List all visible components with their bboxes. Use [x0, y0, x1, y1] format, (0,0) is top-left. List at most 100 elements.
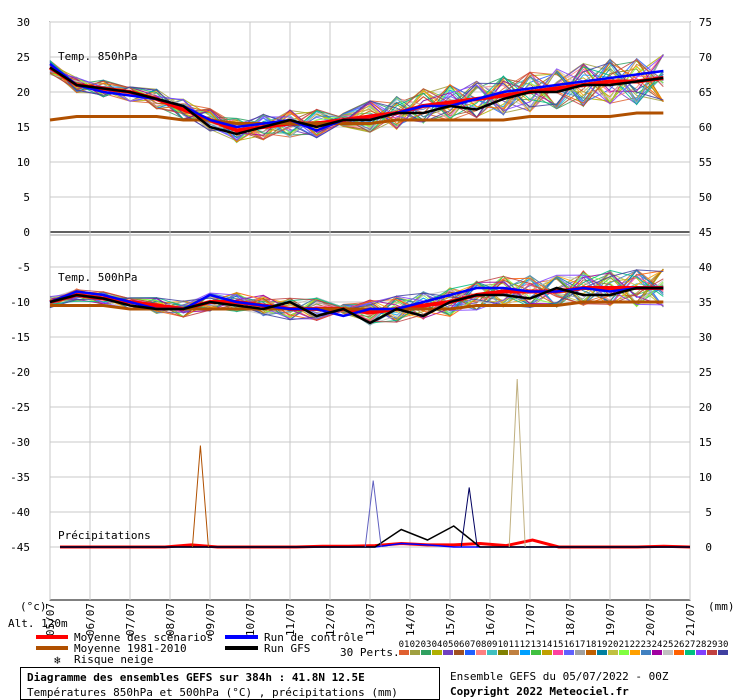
pert-swatch — [575, 650, 585, 655]
y-unit-right: (mm) — [708, 600, 735, 613]
pert-number: 06 — [454, 640, 465, 650]
x-tick: 05/07 — [44, 603, 57, 636]
y-tick-right: 50 — [699, 191, 712, 204]
pert-number: 15 — [553, 640, 564, 650]
precip-label: Précipitations — [58, 529, 151, 542]
y-tick-right: 0 — [705, 541, 712, 554]
pert-swatch — [652, 650, 662, 655]
pert-number: 27 — [685, 640, 696, 650]
copyright: Copyright 2022 Meteociel.fr — [450, 685, 629, 698]
pert-swatch — [432, 650, 442, 655]
y-tick-left: 20 — [17, 86, 30, 99]
perturbation-line-850 — [49, 62, 664, 139]
perturbation-line-850 — [49, 65, 664, 141]
legend-label-perts: 30 Perts. — [340, 646, 400, 659]
pert-number: 30 — [718, 640, 729, 650]
t850-label: Temp. 850hPa — [58, 50, 137, 63]
pert-number: 25 — [663, 640, 674, 650]
y-tick-left: -30 — [10, 436, 30, 449]
legend-label-gfs: Run GFS — [264, 642, 310, 655]
y-tick-right: 75 — [699, 16, 712, 29]
pert-swatch — [509, 650, 519, 655]
y-tick-right: 45 — [699, 226, 712, 239]
pert-swatch — [696, 650, 706, 655]
pert-number: 19 — [597, 640, 608, 650]
pert-number: 01 — [399, 640, 410, 650]
x-tick: 14/07 — [404, 603, 417, 636]
y-tick-right: 55 — [699, 156, 712, 169]
pert-number: 10 — [498, 640, 509, 650]
chart-title: Diagramme des ensembles GEFS sur 384h : … — [27, 671, 365, 684]
pert-swatch — [707, 650, 717, 655]
y-unit-left: (°c) — [20, 600, 47, 613]
pert-swatch — [553, 650, 563, 655]
pert-swatch — [399, 650, 409, 655]
pert-number: 20 — [608, 640, 619, 650]
y-tick-right: 40 — [699, 261, 712, 274]
x-tick: 20/07 — [644, 603, 657, 636]
pert-swatch — [476, 650, 486, 655]
pert-number: 04 — [432, 640, 443, 650]
x-tick: 11/07 — [284, 603, 297, 636]
pert-swatch — [641, 650, 651, 655]
series-climate-850 — [49, 111, 664, 125]
perturbation-line-500 — [49, 269, 664, 321]
y-tick-left: 25 — [17, 51, 30, 64]
y-tick-right: 30 — [699, 331, 712, 344]
x-tick: 16/07 — [484, 603, 497, 636]
pert-number: 13 — [531, 640, 542, 650]
snow-icon: ❄ — [54, 654, 61, 667]
pert-number: 24 — [652, 640, 663, 650]
footer-title-box: Diagramme des ensembles GEFS sur 384h : … — [20, 667, 440, 700]
legend-label-mean: Moyenne des scénarios — [74, 631, 213, 644]
y-tick-left: 30 — [17, 16, 30, 29]
y-tick-right: 20 — [699, 401, 712, 414]
y-tick-right: 70 — [699, 51, 712, 64]
pert-number: 05 — [443, 640, 454, 650]
pert-number: 16 — [564, 640, 575, 650]
x-tick: 09/07 — [204, 603, 217, 636]
precip-spike — [460, 487, 478, 548]
y-tick-left: -5 — [17, 261, 30, 274]
pert-swatch — [465, 650, 475, 655]
precip-spike — [191, 445, 209, 548]
pert-number: 29 — [707, 640, 718, 650]
pert-number: 03 — [421, 640, 432, 650]
y-tick-right: 65 — [699, 86, 712, 99]
t500-label: Temp. 500hPa — [58, 271, 137, 284]
y-tick-left: 15 — [17, 121, 30, 134]
pert-swatch — [487, 650, 497, 655]
pert-number: 07 — [465, 640, 476, 650]
pert-number: 09 — [487, 640, 498, 650]
y-tick-left: -15 — [10, 331, 30, 344]
pert-number: 14 — [542, 640, 553, 650]
pert-swatch — [564, 650, 574, 655]
altitude-label: Alt. 120m — [8, 617, 68, 630]
pert-swatch — [498, 650, 508, 655]
y-tick-right: 25 — [699, 366, 712, 379]
pert-number: 17 — [575, 640, 586, 650]
y-tick-left: -35 — [10, 471, 30, 484]
precip-spike — [364, 480, 382, 548]
y-tick-left: -25 — [10, 401, 30, 414]
x-tick: 10/07 — [244, 603, 257, 636]
legend-label-climate: Moyenne 1981-2010 — [74, 642, 187, 655]
x-tick: 21/07 — [684, 603, 697, 636]
pert-swatch — [410, 650, 420, 655]
pert-swatch — [630, 650, 640, 655]
y-tick-left: -45 — [10, 541, 30, 554]
y-tick-right: 60 — [699, 121, 712, 134]
pert-swatch — [674, 650, 684, 655]
x-tick: 07/07 — [124, 603, 137, 636]
legend-label-control: Run de contrôle — [264, 631, 363, 644]
pert-swatch — [597, 650, 607, 655]
y-tick-right: 35 — [699, 296, 712, 309]
pert-number: 21 — [619, 640, 630, 650]
pert-swatch — [421, 650, 431, 655]
perturbation-line-850 — [49, 59, 664, 140]
x-tick: 18/07 — [564, 603, 577, 636]
precip-spike — [508, 378, 526, 548]
series-gfs-precip — [60, 525, 690, 548]
